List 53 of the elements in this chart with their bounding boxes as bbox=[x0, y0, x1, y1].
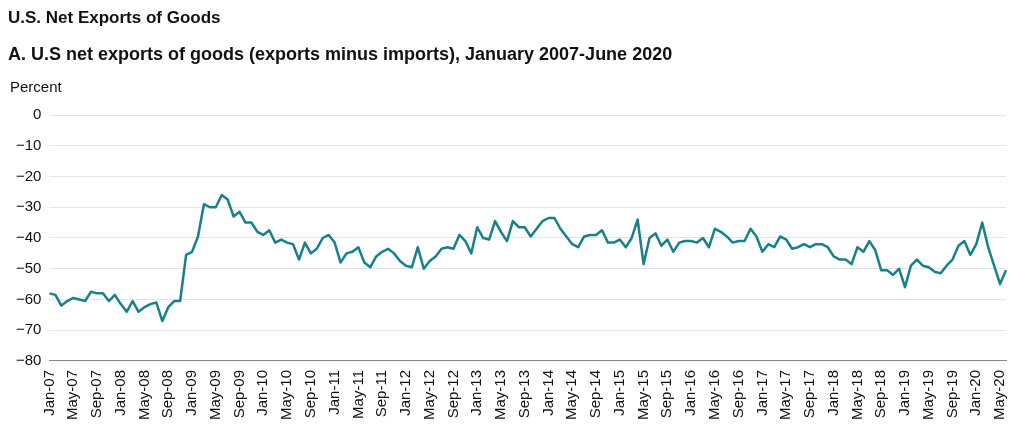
x-tick-label: Jan-17 bbox=[752, 369, 770, 416]
x-tick-label: May-18 bbox=[847, 369, 865, 421]
x-tick-label: May-10 bbox=[277, 369, 295, 421]
x-tick-label: May-11 bbox=[348, 369, 366, 419]
x-tick-label: Sep-07 bbox=[87, 369, 105, 419]
x-tick-label: Jan-12 bbox=[396, 369, 414, 416]
x-tick-label: Sep-11 bbox=[372, 369, 390, 418]
x-tick-label: Sep-15 bbox=[657, 369, 675, 419]
x-tick-label: Jan-15 bbox=[609, 369, 627, 416]
y-tick-label: −20 bbox=[15, 166, 42, 184]
x-tick-label: Jan-20 bbox=[966, 369, 984, 416]
y-tick-label: −80 bbox=[15, 351, 42, 369]
x-tick-label: Sep-12 bbox=[443, 369, 461, 419]
x-tick-label: Jan-07 bbox=[39, 369, 57, 416]
x-tick-label: May-12 bbox=[419, 369, 437, 421]
x-tick-label: May-07 bbox=[63, 369, 81, 421]
x-tick-label: Jan-19 bbox=[895, 369, 913, 416]
x-tick-label: Jan-11 bbox=[324, 369, 342, 415]
x-tick-label: Sep-08 bbox=[158, 369, 176, 419]
chart-title: U.S. Net Exports of Goods bbox=[8, 8, 222, 29]
y-tick-label: −60 bbox=[15, 289, 42, 307]
y-tick-label: −10 bbox=[15, 135, 42, 153]
y-tick-label: −40 bbox=[15, 228, 42, 246]
x-tick-label: Sep-19 bbox=[942, 369, 960, 419]
x-tick-label: Jan-18 bbox=[823, 369, 841, 416]
x-tick-label: May-14 bbox=[562, 369, 580, 421]
y-axis-title: Percent bbox=[10, 78, 63, 97]
x-tick-label: May-20 bbox=[990, 369, 1008, 421]
x-tick-label: Jan-14 bbox=[538, 369, 556, 416]
x-tick-label: Sep-13 bbox=[514, 369, 532, 419]
x-tick-label: Jan-08 bbox=[110, 369, 128, 416]
x-tick-label: May-08 bbox=[134, 369, 152, 421]
x-tick-label: Sep-10 bbox=[301, 369, 318, 419]
x-tick-label: Jan-10 bbox=[253, 369, 271, 416]
x-tick-label: Sep-16 bbox=[728, 369, 746, 419]
x-tick-label: May-15 bbox=[633, 369, 651, 421]
x-tick-label: May-19 bbox=[918, 369, 936, 421]
x-tick-label: Jan-09 bbox=[182, 369, 200, 416]
x-tick-label: Sep-18 bbox=[871, 369, 889, 419]
x-tick-label: May-17 bbox=[776, 369, 794, 421]
x-tick-label: Sep-14 bbox=[586, 369, 604, 419]
x-tick-label: May-09 bbox=[205, 369, 223, 421]
x-tick-label: Sep-17 bbox=[800, 369, 818, 419]
y-tick-label: −30 bbox=[15, 197, 42, 215]
x-tick-label: May-13 bbox=[491, 369, 509, 421]
y-tick-label: 0 bbox=[33, 105, 42, 123]
y-tick-label: −70 bbox=[15, 320, 42, 338]
x-tick-label: Jan-16 bbox=[681, 369, 699, 416]
x-tick-label: May-16 bbox=[705, 369, 723, 421]
x-tick-label: Sep-09 bbox=[229, 369, 247, 419]
y-tick-label: −50 bbox=[15, 258, 42, 276]
chart-subtitle: A. U.S net exports of goods (exports minus imports), January 2007-June 2020 bbox=[8, 44, 674, 66]
x-tick-label: Jan-13 bbox=[467, 369, 485, 416]
